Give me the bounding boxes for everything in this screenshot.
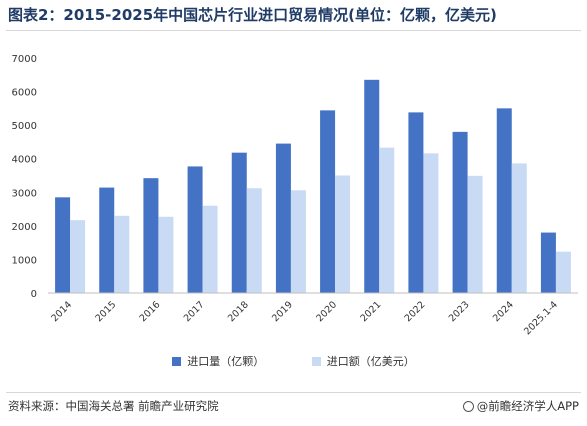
bar-import-volume [143, 178, 159, 293]
brand-icon [462, 401, 474, 412]
bar-import-volume [99, 187, 115, 293]
x-tick-label: 2017 [182, 299, 207, 324]
legend-swatch-volume [172, 356, 182, 366]
y-tick-label: 4000 [12, 155, 37, 166]
bar-import-value [70, 220, 86, 293]
legend-label-volume: 进口量（亿颗） [187, 355, 265, 368]
bar-import-volume [55, 197, 71, 293]
x-tick-label: 2023 [447, 299, 472, 324]
chart-title: 图表2：2015-2025年中国芯片行业进口贸易情况(单位：亿颗，亿美元) [8, 6, 497, 24]
y-tick-label: 2000 [12, 222, 37, 233]
x-tick-label: 2019 [270, 299, 295, 324]
source-note: 资料来源：中国海关总署 前瞻产业研究院 [8, 399, 219, 413]
x-tick-label: 2024 [491, 299, 516, 324]
x-tick-label: 2014 [49, 299, 74, 324]
bars [55, 79, 571, 293]
footer-divider [6, 392, 581, 393]
legend-swatch-value [311, 356, 321, 366]
bar-import-value [290, 190, 306, 293]
x-tick-label: 2020 [314, 299, 339, 324]
y-tick-label: 3000 [12, 188, 37, 199]
x-tick-label: 2015 [93, 299, 118, 324]
x-tick-label: 2022 [403, 299, 428, 324]
y-tick-label: 1000 [12, 255, 37, 266]
bar-import-volume [275, 143, 291, 293]
y-tick-label: 0 [31, 289, 37, 300]
title-divider [6, 30, 581, 31]
x-tick-label: 2021 [358, 299, 383, 324]
bar-import-value [335, 175, 351, 293]
brand-label: @前瞻经济学人APP [476, 399, 579, 413]
x-tick-label: 2016 [138, 299, 163, 324]
brand-credit: @前瞻经济学人APP [462, 398, 579, 414]
legend-label-value: 进口额（亿美元） [326, 355, 415, 368]
y-tick-label: 7000 [12, 54, 37, 65]
bar-import-value [555, 251, 571, 293]
bar-import-volume [496, 108, 512, 293]
legend-item-volume: 进口量（亿颗） [172, 353, 264, 369]
bar-import-value [423, 153, 439, 293]
y-tick-label: 6000 [12, 88, 37, 99]
bar-import-volume [540, 232, 556, 293]
x-tick-label: 2025.1-4 [522, 299, 560, 337]
bar-import-value [158, 216, 174, 293]
bar-import-value [511, 163, 527, 293]
legend: 进口量（亿颗） 进口额（亿美元） [0, 353, 587, 369]
y-tick-label: 5000 [12, 121, 37, 132]
bar-import-volume [320, 110, 336, 293]
bar-import-volume [408, 112, 424, 293]
x-axis: 2014 2015 2016 2017 2018 2019 2020 2021 2022 2023… [48, 292, 578, 337]
bar-import-value [379, 147, 395, 293]
bar-import-value [202, 205, 218, 293]
x-tick-label: 2018 [226, 299, 251, 324]
bar-import-volume [187, 166, 203, 293]
bar-import-value [114, 215, 130, 293]
bar-import-volume [231, 152, 247, 293]
y-axis: 0 1000 2000 3000 4000 5000 6000 7000 [12, 54, 37, 300]
bar-import-volume [364, 79, 380, 293]
bar-import-value [246, 188, 262, 293]
bar-import-value [467, 175, 483, 293]
bar-import-volume [452, 131, 468, 293]
legend-item-value: 进口额（亿美元） [311, 353, 415, 369]
